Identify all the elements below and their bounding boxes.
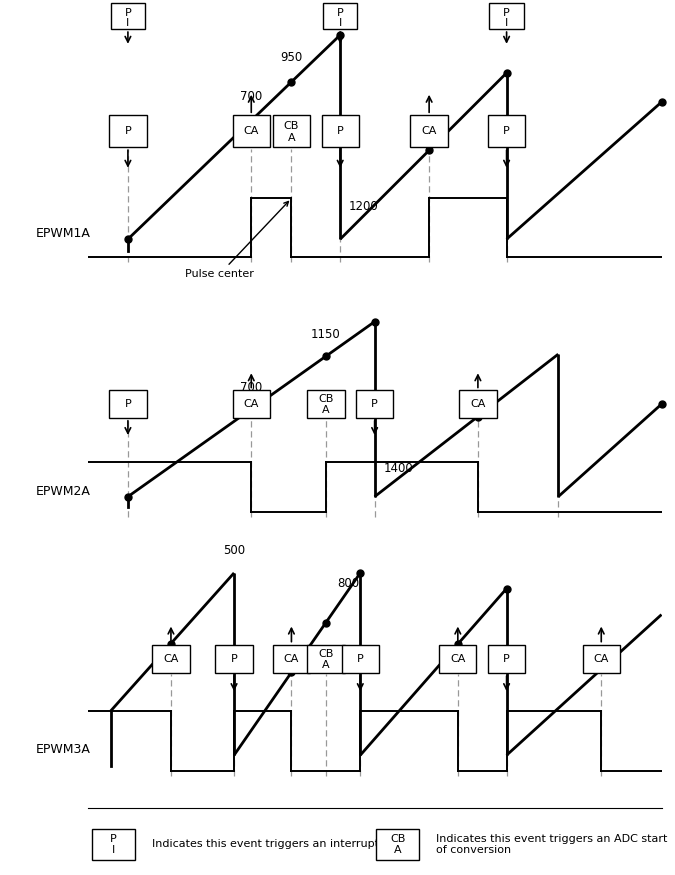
- Text: EPWM1A: EPWM1A: [36, 227, 91, 240]
- Text: CA: CA: [244, 126, 259, 136]
- FancyBboxPatch shape: [109, 390, 146, 418]
- Text: CA: CA: [244, 399, 259, 410]
- FancyBboxPatch shape: [321, 116, 359, 147]
- FancyBboxPatch shape: [92, 829, 135, 859]
- Text: 950: 950: [280, 52, 302, 65]
- FancyBboxPatch shape: [342, 645, 379, 673]
- Text: P: P: [124, 399, 131, 410]
- Text: P: P: [357, 654, 364, 664]
- Text: P: P: [503, 654, 510, 664]
- Text: CA: CA: [470, 399, 485, 410]
- Text: Indicates this event triggers an ADC start
of conversion: Indicates this event triggers an ADC sta…: [436, 834, 668, 855]
- Text: P: P: [124, 8, 131, 18]
- Text: I: I: [505, 18, 508, 28]
- Text: 1400: 1400: [383, 462, 413, 475]
- FancyBboxPatch shape: [307, 390, 344, 418]
- FancyBboxPatch shape: [439, 645, 477, 673]
- Text: P: P: [337, 126, 344, 136]
- Text: 1200: 1200: [349, 200, 379, 214]
- FancyBboxPatch shape: [488, 645, 525, 673]
- Text: P: P: [110, 834, 117, 844]
- Text: I: I: [126, 18, 130, 28]
- Text: CB: CB: [390, 834, 405, 844]
- Text: 700: 700: [240, 382, 263, 394]
- FancyBboxPatch shape: [583, 645, 620, 673]
- Text: CA: CA: [450, 654, 466, 664]
- Text: A: A: [322, 660, 329, 669]
- Text: CB: CB: [318, 649, 333, 659]
- FancyBboxPatch shape: [233, 116, 270, 147]
- FancyBboxPatch shape: [111, 3, 145, 29]
- FancyBboxPatch shape: [233, 390, 270, 418]
- Text: CA: CA: [421, 126, 437, 136]
- FancyBboxPatch shape: [356, 390, 394, 418]
- FancyBboxPatch shape: [323, 3, 358, 29]
- Text: P: P: [503, 8, 510, 18]
- Text: 1150: 1150: [311, 328, 341, 341]
- Text: CB: CB: [284, 121, 299, 130]
- FancyBboxPatch shape: [307, 645, 344, 673]
- FancyBboxPatch shape: [459, 390, 497, 418]
- Text: A: A: [394, 844, 402, 855]
- Text: Indicates this event triggers an interrupt: Indicates this event triggers an interru…: [153, 839, 379, 850]
- Text: EPWM2A: EPWM2A: [36, 485, 91, 498]
- Text: CA: CA: [593, 654, 609, 664]
- Text: 650: 650: [280, 644, 302, 657]
- Text: I: I: [112, 844, 115, 855]
- FancyBboxPatch shape: [215, 645, 252, 673]
- Text: P: P: [124, 126, 131, 136]
- Text: P: P: [231, 654, 238, 664]
- Text: P: P: [337, 8, 344, 18]
- FancyBboxPatch shape: [153, 645, 190, 673]
- FancyBboxPatch shape: [489, 3, 524, 29]
- FancyBboxPatch shape: [109, 116, 146, 147]
- Text: 500: 500: [223, 544, 245, 557]
- FancyBboxPatch shape: [273, 645, 310, 673]
- Text: I: I: [339, 18, 342, 28]
- Text: 700: 700: [240, 90, 263, 103]
- Text: CA: CA: [163, 654, 179, 664]
- FancyBboxPatch shape: [410, 116, 448, 147]
- FancyBboxPatch shape: [273, 116, 310, 147]
- FancyBboxPatch shape: [376, 829, 419, 859]
- Text: CA: CA: [284, 654, 299, 664]
- Text: P: P: [371, 399, 378, 410]
- Text: EPWM3A: EPWM3A: [36, 744, 91, 757]
- Text: 800: 800: [338, 578, 360, 591]
- Text: A: A: [288, 133, 295, 143]
- Text: CB: CB: [318, 395, 333, 404]
- Text: Pulse center: Pulse center: [185, 201, 288, 279]
- FancyBboxPatch shape: [488, 116, 525, 147]
- Text: P: P: [503, 126, 510, 136]
- Text: A: A: [322, 404, 329, 415]
